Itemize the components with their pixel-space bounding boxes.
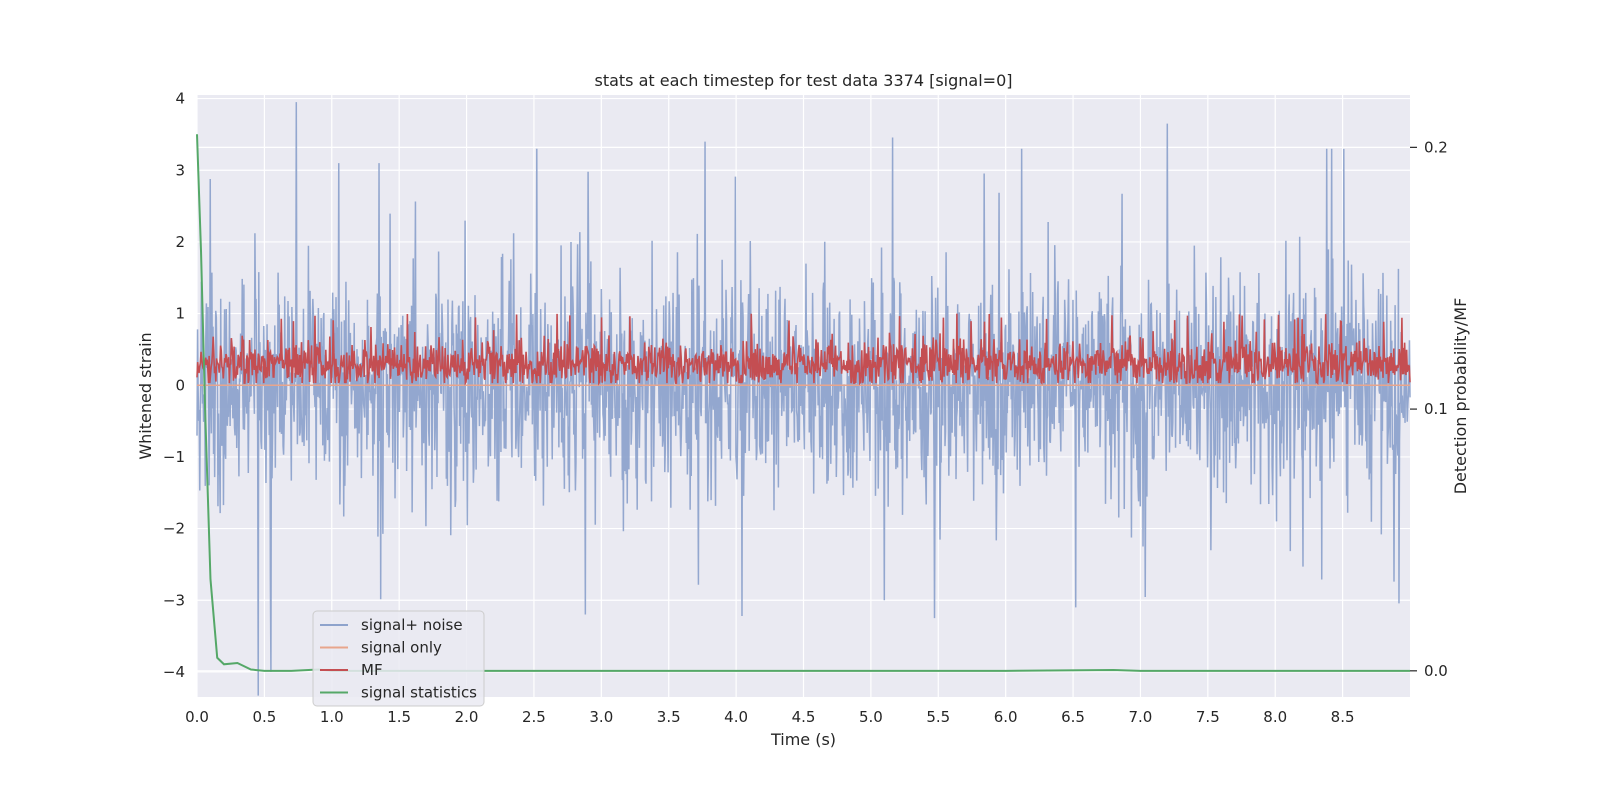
x-tick-label: 4.5: [792, 708, 816, 726]
series-mf-line: [196, 313, 1411, 386]
x-tick-label: 5.0: [859, 708, 883, 726]
x-tick-label: 2.5: [522, 708, 546, 726]
x-axis-label: Time (s): [770, 730, 836, 749]
x-tick-label: 7.0: [1129, 708, 1153, 726]
legend-label: MF: [361, 661, 383, 679]
y-tick-label: 2: [175, 233, 185, 251]
y2-tick-label: 0.0: [1424, 662, 1448, 680]
y-tick-label: −1: [163, 448, 185, 466]
y-tick-label: 0: [175, 376, 185, 394]
x-tick-label: 0.0: [185, 708, 209, 726]
legend: signal+ noise signal only MF signal statist…: [312, 610, 485, 707]
legend-box: [312, 610, 485, 707]
x-tick-label: 6.0: [994, 708, 1018, 726]
x-tick-label: 3.0: [589, 708, 613, 726]
series-signal-statistics-line: [196, 134, 1410, 672]
y-tick-label: 3: [175, 161, 185, 179]
chart-title: stats at each timestep for test data 337…: [594, 71, 1012, 90]
x-tick-label: 1.5: [387, 708, 411, 726]
x-tick-label: 1.0: [320, 708, 344, 726]
y2-tick-label: 0.2: [1424, 138, 1448, 156]
series-layer: [196, 102, 1411, 696]
x-tick-label: 2.0: [455, 708, 479, 726]
x-tick-label: 8.0: [1263, 708, 1287, 726]
x-tick-label: 6.5: [1061, 708, 1085, 726]
y-tick-label: 1: [175, 305, 185, 323]
x-tick-label: 5.5: [926, 708, 950, 726]
legend-label: signal+ noise: [361, 616, 463, 634]
y-axis-label: Whitened strain: [136, 332, 155, 459]
legend-label: signal only: [361, 639, 442, 657]
x-tick-label: 0.5: [252, 708, 276, 726]
legend-label: signal statistics: [361, 684, 477, 702]
y-tick-label: 4: [175, 90, 185, 108]
x-tick-label: 8.5: [1331, 708, 1355, 726]
y-tick-label: −4: [163, 663, 185, 681]
x-tick-label: 4.0: [724, 708, 748, 726]
y-axis-label-right: Detection probability/MF: [1451, 298, 1470, 495]
x-tick-label: 3.5: [657, 708, 681, 726]
axes: 0.0 0.5 1.0 1.5 2.0 2.5 3.0 3.5 4.0 4.5 5.0 5.5 6.0 6…: [163, 90, 1448, 726]
x-tick-label: 7.5: [1196, 708, 1220, 726]
y2-tick-label: 0.1: [1424, 400, 1448, 418]
y-tick-label: −3: [163, 591, 185, 609]
y-tick-label: −2: [163, 520, 185, 538]
